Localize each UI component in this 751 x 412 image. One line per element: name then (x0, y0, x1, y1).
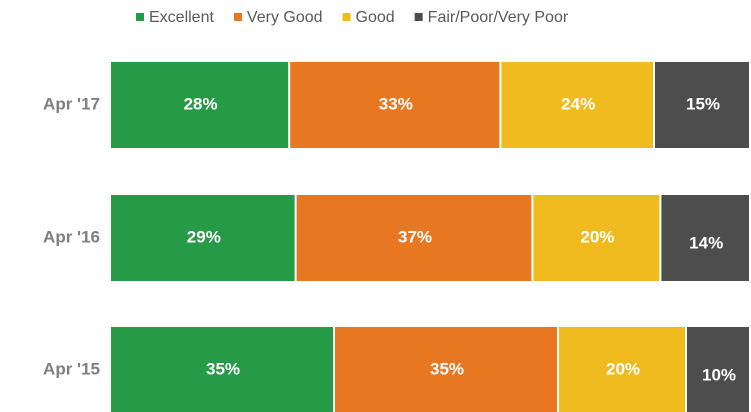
bar-segment (559, 327, 685, 412)
bar-segment (501, 62, 653, 148)
legend-swatch (136, 13, 144, 21)
legend-label: Fair/Poor/Very Poor (428, 9, 569, 26)
data-label: 20% (606, 359, 640, 378)
data-label: 24% (561, 94, 595, 113)
data-label: 15% (686, 94, 720, 113)
legend-label: Very Good (247, 9, 323, 26)
legend-label: Excellent (149, 9, 214, 26)
bar-segment (296, 195, 532, 281)
bar-segment (687, 327, 749, 412)
data-label: 35% (430, 359, 464, 378)
category-label: Apr '15 (43, 359, 100, 378)
data-label: 20% (580, 227, 614, 246)
bar-segment (111, 195, 295, 281)
data-label: 14% (689, 233, 723, 252)
legend-swatch (414, 13, 423, 21)
data-label: 29% (187, 227, 221, 246)
data-label: 33% (379, 94, 413, 113)
category-label: Apr '17 (43, 94, 100, 113)
bar-segment (533, 195, 660, 281)
data-label: 10% (702, 365, 736, 384)
legend-swatch (233, 13, 242, 21)
bar-segment (655, 62, 749, 148)
data-label: 37% (398, 227, 432, 246)
category-label: Apr '16 (43, 227, 100, 246)
data-label: 28% (184, 94, 218, 113)
bar-segment (335, 327, 557, 412)
data-label: 35% (206, 359, 240, 378)
legend-label: Good (356, 9, 395, 26)
bar-segment (111, 327, 333, 412)
legend-swatch (342, 13, 351, 21)
bar-segment (111, 62, 289, 148)
bar-segment (290, 62, 500, 148)
bar-segment (661, 195, 749, 281)
